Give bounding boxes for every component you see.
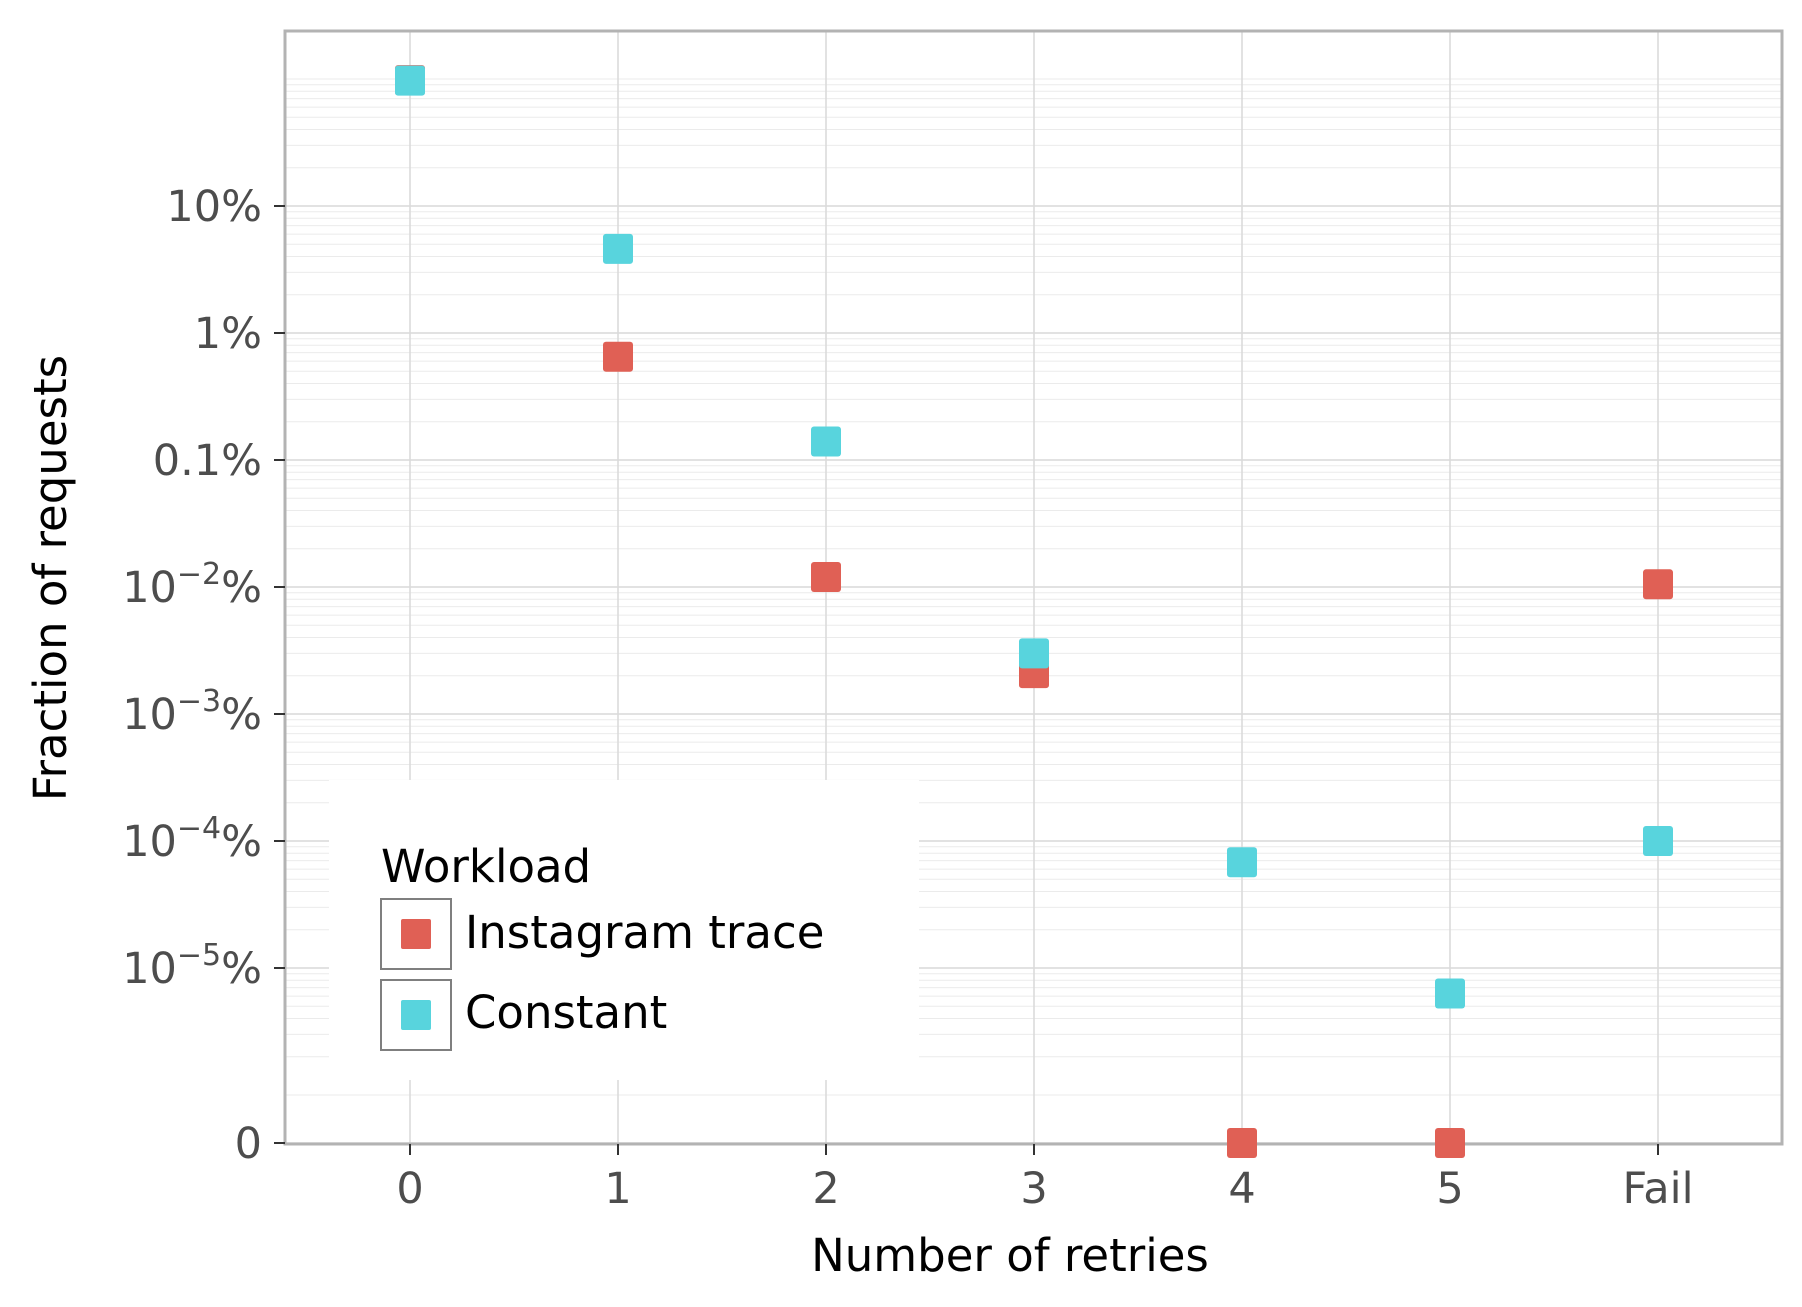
x-tick-label: Fail [1622, 1164, 1693, 1214]
data-point-constant [1435, 978, 1465, 1009]
y-tick-label: 10−5% [122, 938, 262, 994]
y-tick-label: 1% [194, 309, 262, 359]
data-points [395, 65, 1673, 1158]
data-point-instagram-trace [1643, 569, 1673, 600]
y-tick-label: 10−4% [122, 811, 262, 867]
x-tick-label: 1 [604, 1164, 631, 1214]
data-point-instagram-trace [1227, 1128, 1257, 1158]
y-tick-label: 0 [235, 1119, 262, 1169]
y-tick-label: 10−2% [122, 557, 262, 613]
data-point-constant [395, 65, 425, 96]
legend: Workload Instagram trace Constant [329, 780, 919, 1080]
x-tick-label: 0 [396, 1164, 423, 1214]
x-axis: 0 1 2 3 4 5 Fail [396, 1144, 1694, 1214]
data-point-constant [603, 233, 633, 264]
legend-swatch-constant [401, 1000, 431, 1030]
x-tick-label: 4 [1228, 1164, 1255, 1214]
y-tick-label: 10% [166, 182, 262, 232]
legend-label-constant: Constant [465, 986, 667, 1039]
x-tick-label: 3 [1020, 1164, 1047, 1214]
x-tick-label: 5 [1436, 1164, 1463, 1214]
y-tick-label: 0.1% [153, 436, 262, 486]
x-axis-title: Number of retries [811, 1229, 1209, 1282]
data-point-instagram-trace [603, 341, 633, 372]
y-axis-title: Fraction of requests [24, 355, 77, 801]
y-axis: 0 10−5% 10−4% 10−3% 10−2% 0.1% 1% 10% [122, 182, 285, 1169]
data-point-instagram-trace [811, 561, 841, 592]
legend-label-instagram-trace: Instagram trace [465, 906, 824, 959]
legend-swatch-instagram-trace [401, 919, 431, 949]
data-point-constant [811, 426, 841, 457]
x-tick-label: 2 [812, 1164, 839, 1214]
data-point-constant [1643, 826, 1673, 856]
y-tick-label: 10−3% [122, 684, 262, 740]
legend-title: Workload [381, 840, 591, 893]
data-point-constant [1019, 638, 1049, 669]
data-point-constant [1227, 847, 1257, 878]
data-point-instagram-trace [1435, 1128, 1465, 1158]
